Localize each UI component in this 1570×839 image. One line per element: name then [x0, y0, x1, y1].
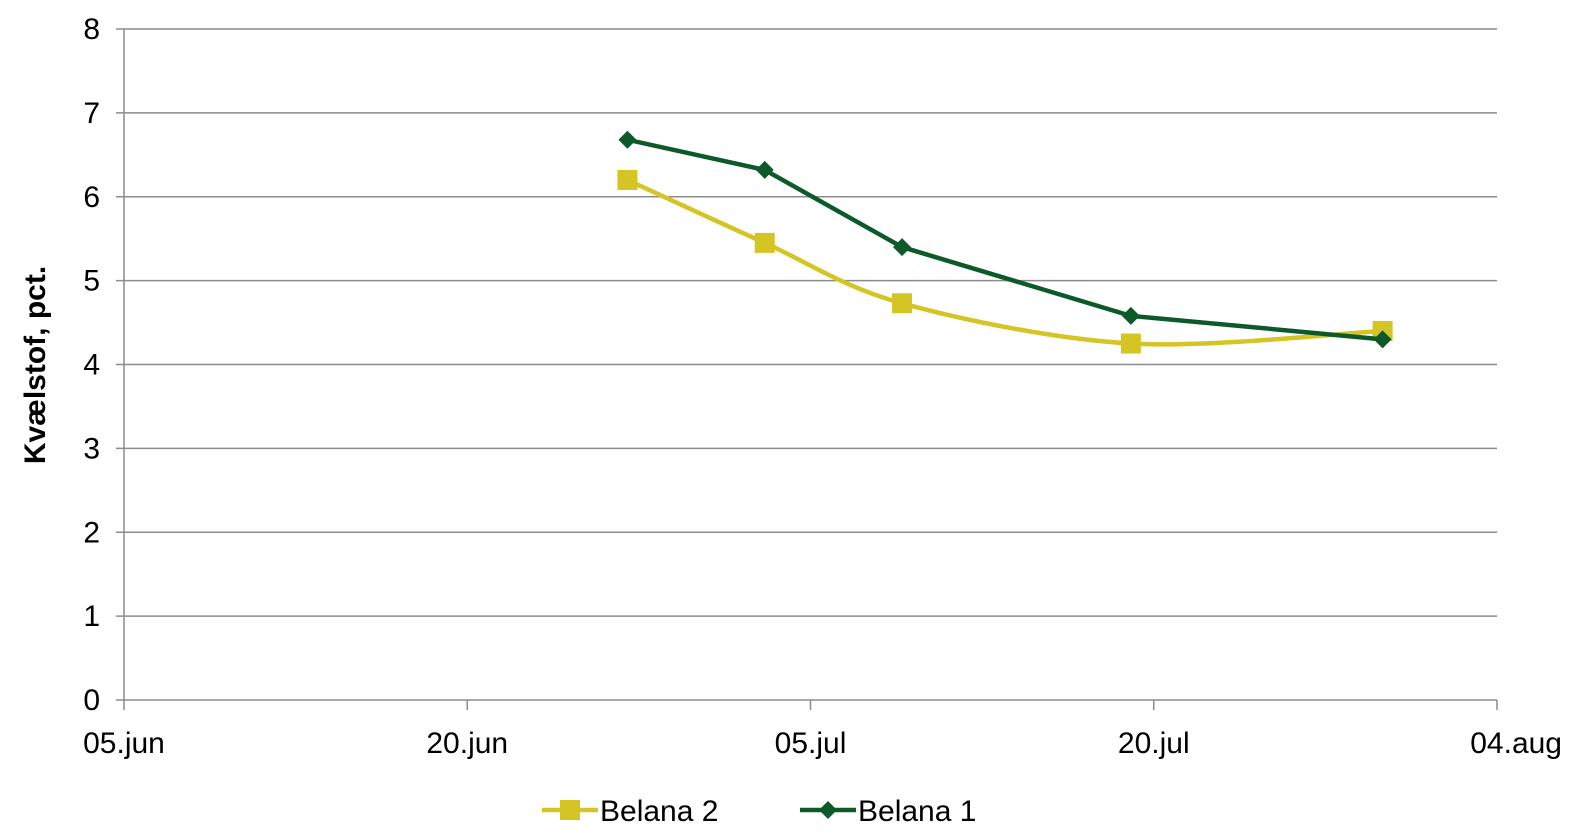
legend: Belana 2 Belana 1 [542, 795, 976, 828]
data-point [617, 169, 638, 190]
data-point [892, 293, 913, 314]
axes: 0 1 2 3 4 5 6 7 8 05.jun 20.jun 05.jul 20.jul 04.aug [83, 13, 1562, 760]
series-belana-1 [618, 130, 1392, 349]
x-tick-label: 05.jul [775, 727, 847, 760]
series [617, 130, 1393, 354]
y-tick-label: 5 [83, 265, 100, 298]
legend-marker [819, 801, 837, 819]
y-tick-label: 3 [83, 432, 100, 465]
y-axis-title: Kvælstof, pct. [19, 266, 52, 464]
legend-marker [560, 800, 580, 820]
y-tick-label: 1 [83, 600, 100, 633]
legend-item: Belana 2 [542, 795, 718, 828]
series-line [625, 177, 1385, 347]
legend-item: Belana 1 [800, 795, 976, 828]
y-tick-label: 6 [83, 181, 100, 214]
y-tick-label: 7 [83, 97, 100, 130]
y-tick-label: 4 [83, 349, 100, 382]
data-point [755, 160, 774, 179]
legend-label: Belana 2 [600, 795, 718, 828]
x-tick-label: 04.aug [1470, 727, 1562, 760]
x-tick-label: 20.jun [426, 727, 508, 760]
x-tick-label: 20.jul [1118, 727, 1190, 760]
y-tick-label: 0 [83, 684, 100, 717]
data-point [1373, 330, 1392, 349]
x-tick-label: 05.jun [83, 727, 165, 760]
series-belana-2 [617, 169, 1393, 354]
y-tick-label: 8 [83, 13, 100, 46]
legend-label: Belana 1 [858, 795, 976, 828]
gridlines [124, 28, 1497, 617]
data-point [618, 130, 637, 149]
data-point [1120, 333, 1141, 354]
data-point [754, 232, 775, 253]
data-point [893, 238, 912, 257]
series-line [625, 137, 1385, 342]
y-tick-label: 2 [83, 516, 100, 549]
data-point [1121, 306, 1140, 325]
